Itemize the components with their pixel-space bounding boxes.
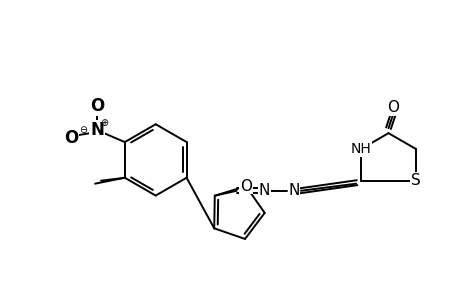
- Text: ⊖: ⊖: [79, 125, 87, 135]
- Text: O: O: [386, 100, 398, 115]
- Text: O: O: [64, 129, 78, 147]
- Text: ⊕: ⊕: [100, 118, 108, 128]
- Text: S: S: [410, 173, 420, 188]
- Text: methyl: methyl: [54, 185, 93, 195]
- Text: N: N: [258, 183, 269, 198]
- Text: O: O: [90, 98, 104, 116]
- Text: NH: NH: [350, 142, 370, 156]
- Text: O: O: [240, 179, 252, 194]
- Text: N: N: [288, 183, 299, 198]
- Text: N: N: [90, 121, 104, 139]
